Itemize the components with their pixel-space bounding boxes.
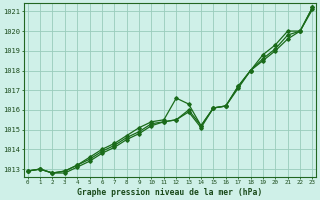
X-axis label: Graphe pression niveau de la mer (hPa): Graphe pression niveau de la mer (hPa) — [77, 188, 263, 197]
